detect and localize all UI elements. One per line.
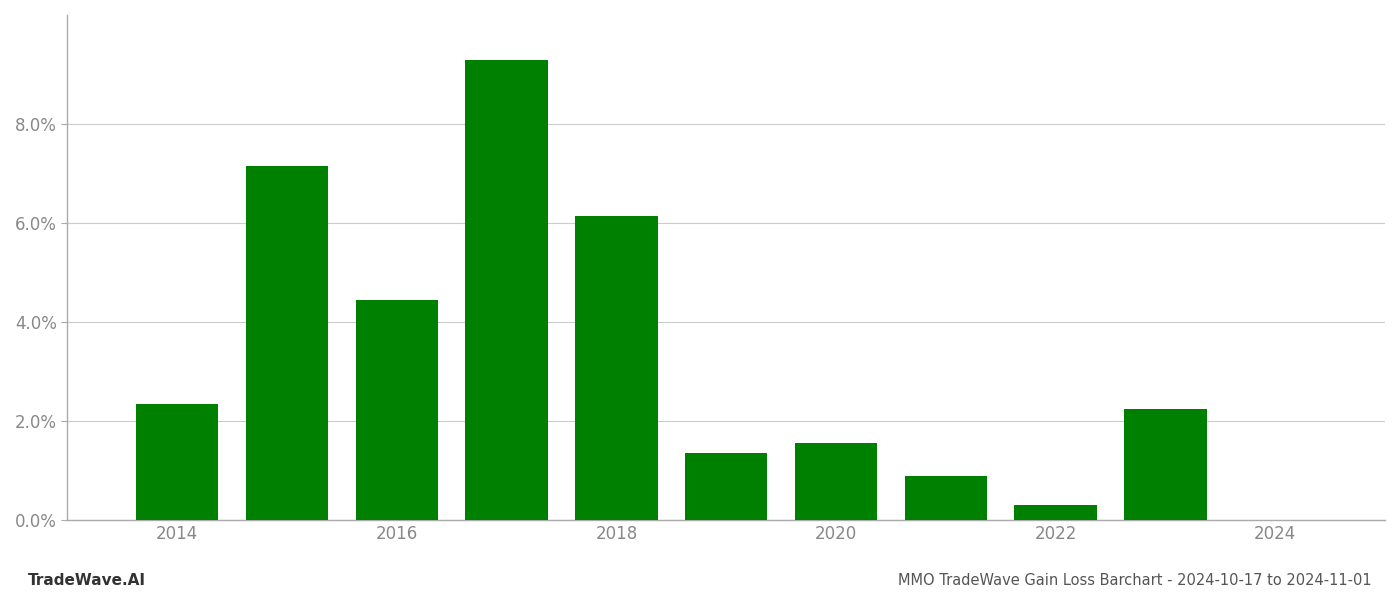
Bar: [465, 59, 547, 520]
Text: MMO TradeWave Gain Loss Barchart - 2024-10-17 to 2024-11-01: MMO TradeWave Gain Loss Barchart - 2024-…: [899, 573, 1372, 588]
Bar: [795, 443, 878, 520]
Bar: [1015, 505, 1096, 520]
Bar: [136, 404, 218, 520]
Bar: [246, 166, 328, 520]
Bar: [356, 300, 438, 520]
Bar: [904, 476, 987, 520]
Text: TradeWave.AI: TradeWave.AI: [28, 573, 146, 588]
Bar: [1124, 409, 1207, 520]
Bar: [685, 453, 767, 520]
Bar: [575, 215, 658, 520]
